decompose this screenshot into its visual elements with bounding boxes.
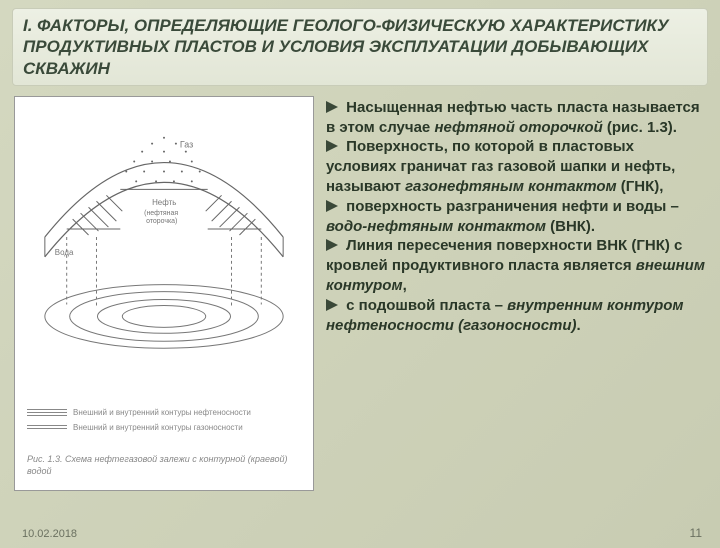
footer-page: 11 (690, 526, 702, 540)
b2-post: (ГНК), (617, 178, 664, 195)
legend-text-2: Внешний и внутренний контуры газоносност… (73, 423, 243, 432)
svg-text:(нефтяная: (нефтяная (144, 210, 178, 217)
label-gas: Газ (180, 139, 193, 149)
text-column: Насыщенная нефтью часть пласта называетс… (326, 96, 706, 491)
b3-em: водо-нефтяным контактом (326, 218, 546, 235)
arrow-icon (326, 299, 338, 311)
footer-date: 10.02.2018 (22, 528, 77, 540)
legend-text-1: Внешний и внутренний контуры нефтеноснос… (73, 408, 251, 417)
arrow-icon (326, 101, 338, 113)
label-water: Вода (55, 248, 74, 257)
slide-header: I. ФАКТОРЫ, ОПРЕДЕЛЯЮЩИЕ ГЕОЛОГО-ФИЗИЧЕС… (12, 8, 708, 86)
b2-em: газонефтяным контактом (405, 178, 616, 195)
b3-post: (ВНК). (546, 218, 595, 235)
arrow-icon (326, 239, 338, 251)
figure-legend: Внешний и внутренний контуры нефтеноснос… (27, 408, 251, 438)
bullet-list: Насыщенная нефтью часть пласта называетс… (326, 98, 706, 336)
b1-em: нефтяной оторочкой (434, 119, 602, 136)
label-oil: Нефть (152, 198, 176, 207)
arrow-icon (326, 200, 338, 212)
b5-pre: с подошвой пласта – (346, 297, 507, 314)
b3-pre: поверхность разграничения нефти и воды – (346, 198, 679, 215)
b5-post: . (577, 317, 581, 334)
header-title: I. ФАКТОРЫ, ОПРЕДЕЛЯЮЩИЕ ГЕОЛОГО-ФИЗИЧЕС… (23, 15, 697, 79)
b4-pre: Линия пересечения поверхности ВНК (ГНК) … (326, 237, 682, 274)
figure-box: Газ Нефть (нефтяная оторочка) Вода Внешн… (14, 96, 314, 491)
b4-post: , (403, 277, 407, 294)
arrow-icon (326, 140, 338, 152)
figure-caption: Рис. 1.3. Схема нефтегазовой залежи с ко… (27, 454, 301, 477)
figure-column: Газ Нефть (нефтяная оторочка) Вода Внешн… (14, 96, 314, 491)
svg-text:оторочка): оторочка) (146, 218, 177, 225)
reservoir-diagram: Газ Нефть (нефтяная оторочка) Вода (25, 107, 303, 367)
content-row: Газ Нефть (нефтяная оторочка) Вода Внешн… (0, 92, 720, 491)
b1-post: (рис. 1.3). (603, 119, 677, 136)
